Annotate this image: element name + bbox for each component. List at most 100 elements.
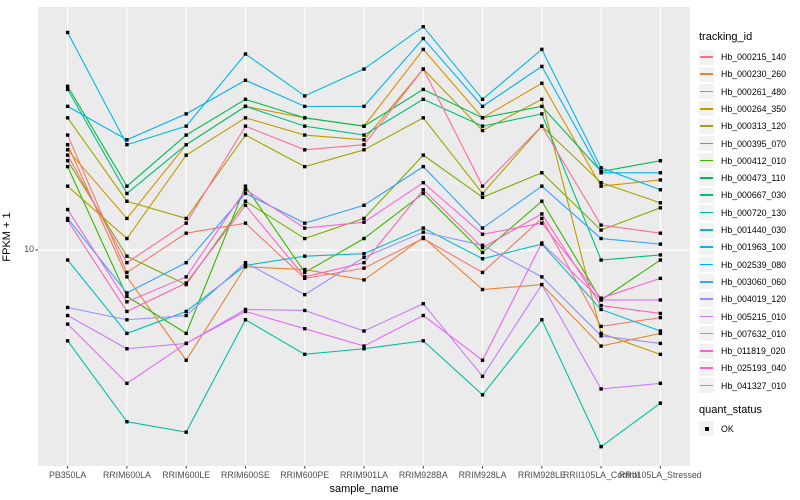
data-point: [303, 352, 307, 357]
data-point: [599, 298, 603, 302]
data-point: [303, 104, 307, 109]
data-point: [480, 374, 485, 378]
data-point: [658, 401, 663, 405]
series-color-line-icon: [700, 73, 713, 75]
data-point: [125, 300, 129, 304]
data-point: [599, 171, 603, 175]
x-tick-label: RRIM600LE: [162, 470, 211, 480]
legend-label: Hb_007632_010: [721, 328, 787, 339]
x-tick-label: RRIM600SE: [221, 470, 270, 480]
data-point: [303, 308, 307, 313]
data-point: [362, 329, 366, 333]
x-tick-label: RRIM901LA: [340, 470, 388, 480]
legend-key-swatch: [699, 136, 714, 151]
data-point: [65, 305, 70, 310]
legend-key-swatch: [699, 326, 714, 342]
data-point: [184, 133, 188, 137]
legend-key-swatch: [699, 84, 714, 100]
data-point: [540, 112, 544, 116]
series-color-line-icon: [700, 56, 713, 58]
data-point: [480, 104, 485, 109]
data-point: [599, 258, 603, 262]
data-point: [658, 171, 663, 175]
legend-label: Hb_000230_260: [721, 69, 787, 80]
legend-label: Hb_000215_140: [721, 52, 787, 62]
data-point: [65, 184, 70, 188]
legend-item: Hb_011819_020: [699, 343, 786, 359]
y-axis-tick-label: 10: [4, 244, 34, 254]
data-point: [540, 64, 544, 69]
data-point: [243, 188, 248, 192]
data-point: [65, 116, 70, 120]
data-point: [540, 81, 544, 85]
legend-key-swatch: [699, 205, 714, 221]
data-point: [65, 142, 70, 147]
legend-label: Hb_001963_100: [721, 242, 787, 253]
data-point: [184, 216, 188, 221]
data-point: [362, 236, 366, 241]
y-tick-10: 10: [24, 244, 34, 254]
data-point: [362, 216, 366, 221]
data-point: [125, 318, 129, 322]
data-point: [243, 199, 248, 203]
data-point: [658, 159, 663, 163]
data-point: [65, 258, 70, 262]
data-point: [480, 270, 485, 275]
data-point: [658, 206, 663, 210]
data-point: [184, 313, 188, 318]
legend-item: Hb_000313_120: [699, 118, 787, 134]
data-point: [243, 104, 248, 109]
data-point: [480, 243, 485, 247]
series-color-line-icon: [700, 125, 713, 127]
data-point: [303, 270, 307, 275]
data-point: [243, 191, 248, 196]
legend-item: Hb_000230_260: [699, 66, 787, 82]
data-point: [540, 47, 544, 52]
data-point: [65, 218, 70, 223]
series-color-line-icon: [700, 350, 713, 352]
data-point: [243, 260, 248, 265]
legend-item: Hb_005215_010: [699, 309, 786, 324]
data-point: [421, 339, 425, 343]
data-point: [658, 315, 663, 320]
series-color-line-icon: [700, 159, 713, 162]
data-point: [599, 387, 603, 391]
series-color-line-icon: [700, 194, 713, 197]
series-color-line-icon: [700, 280, 713, 283]
data-point: [303, 236, 307, 241]
legend-key-swatch: [699, 66, 714, 82]
data-point: [599, 303, 603, 308]
data-point: [303, 326, 307, 331]
data-point: [480, 250, 485, 255]
x-tick-label: RRII105LA_Stressed: [619, 470, 702, 480]
legend-key-swatch: [699, 239, 714, 255]
data-point: [65, 148, 70, 152]
series-color-line-icon: [700, 211, 713, 214]
legend-key-swatch: [699, 360, 714, 376]
data-point: [362, 251, 366, 256]
data-point: [125, 184, 129, 188]
data-point: [480, 128, 485, 133]
series-color-line-icon: [700, 332, 713, 335]
data-point: [303, 164, 307, 169]
data-point: [480, 232, 485, 236]
legend-label: Hb_000313_120: [721, 121, 787, 132]
data-point: [362, 142, 366, 147]
data-point: [125, 294, 129, 299]
data-point: [421, 164, 425, 169]
data-point: [125, 381, 129, 386]
x-tick-label: RRIM928LE: [517, 470, 566, 480]
data-point: [421, 97, 425, 101]
data-point: [362, 255, 366, 260]
legend-label: Hb_011819_020: [721, 346, 786, 357]
data-point: [65, 164, 70, 169]
legend-key-swatch: [699, 153, 714, 169]
legend-item: Hb_004019_120: [699, 291, 786, 307]
data-point: [540, 241, 544, 245]
series-color-line-icon: [700, 367, 713, 370]
data-point: [125, 138, 129, 142]
data-point: [184, 281, 188, 285]
legend-item: Hb_025193_040: [699, 360, 787, 376]
black-square-point-icon: [704, 426, 709, 431]
legend-label: Hb_025193_040: [721, 363, 787, 374]
